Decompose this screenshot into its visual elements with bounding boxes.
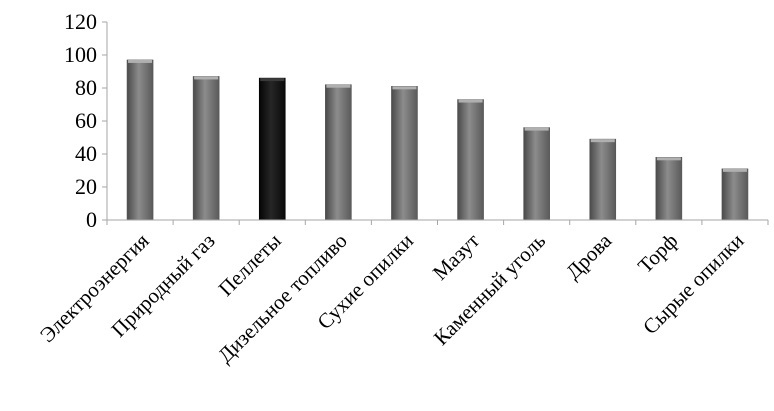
bar-7 [523, 127, 550, 221]
bar-highlight-cap [458, 99, 483, 103]
bar-9 [655, 157, 683, 221]
bar-highlight-cap [656, 157, 681, 161]
bar-highlight-cap [326, 84, 351, 88]
x-category-label: Мазут [428, 229, 484, 285]
bar-1 [126, 59, 154, 221]
y-tick-label: 60 [75, 108, 97, 133]
x-category-label: Дрова [561, 228, 617, 284]
bar-10 [721, 168, 749, 221]
y-tick-label: 100 [64, 42, 97, 67]
x-category-label: Торф [633, 229, 682, 278]
bar-highlight-cap [392, 86, 417, 90]
y-tick-label: 40 [75, 141, 97, 166]
bar-4 [325, 84, 352, 221]
bar-highlight-cap [590, 139, 615, 143]
y-tick-label: 20 [75, 174, 97, 199]
y-axis: 0 20 40 60 80 100 120 [64, 9, 108, 232]
bars [126, 59, 749, 221]
bar-8 [589, 138, 617, 221]
bar-highlight-cap [722, 168, 747, 172]
bar-3 [258, 77, 286, 221]
bar-2 [192, 76, 220, 221]
bar-highlight-cap [128, 59, 153, 63]
bar-5 [391, 86, 418, 221]
bar-6 [457, 99, 484, 221]
bar-highlight-cap [194, 76, 219, 80]
bar-highlight-cap [260, 78, 285, 82]
y-tick-label: 80 [75, 75, 97, 100]
bar-highlight-cap [524, 127, 549, 131]
y-tick-label: 120 [64, 9, 97, 34]
x-category-label: Каменный уголь [429, 229, 550, 350]
x-category-label: Электроэнергия [35, 228, 154, 347]
y-tick-label: 0 [86, 207, 97, 232]
